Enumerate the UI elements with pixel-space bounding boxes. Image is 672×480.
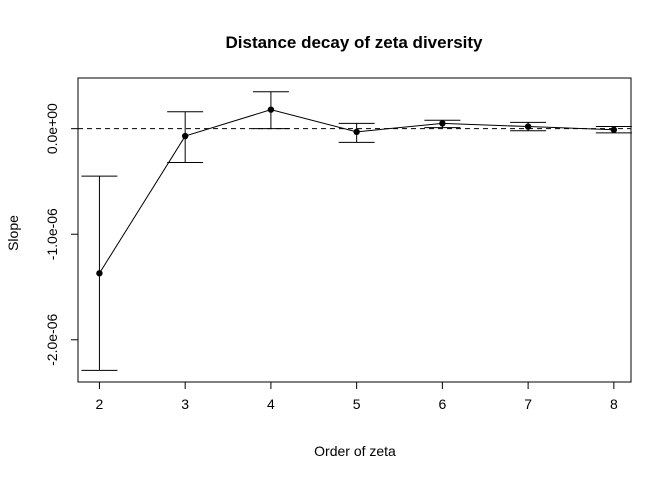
chart-title: Distance decay of zeta diversity (225, 33, 483, 52)
x-tick-label: 6 (438, 396, 446, 412)
x-tick-label: 4 (267, 396, 275, 412)
data-point (439, 120, 446, 127)
y-tick-label: -1.0e-06 (44, 208, 60, 260)
y-tick-label: 0.0e+00 (44, 103, 60, 154)
x-tick-label: 2 (96, 396, 104, 412)
data-point (96, 270, 103, 277)
x-axis-label: Order of zeta (314, 443, 396, 459)
plot-frame (77, 77, 632, 383)
y-tick-label: -2.0e-06 (44, 313, 60, 365)
x-tick-label: 8 (610, 396, 618, 412)
data-point (181, 132, 189, 140)
chart-marks: 2 3 4 5 6 7 8 0.0e+00 -1.0e-06 -2.0e-06 (44, 91, 632, 412)
x-tick-label: 3 (181, 396, 189, 412)
x-tick-label: 5 (353, 396, 361, 412)
x-tick-label: 7 (524, 396, 532, 412)
data-point (610, 126, 618, 133)
data-point (353, 128, 360, 136)
data-point (267, 106, 275, 113)
y-axis-label: Slope (5, 215, 21, 251)
data-point (524, 123, 532, 130)
